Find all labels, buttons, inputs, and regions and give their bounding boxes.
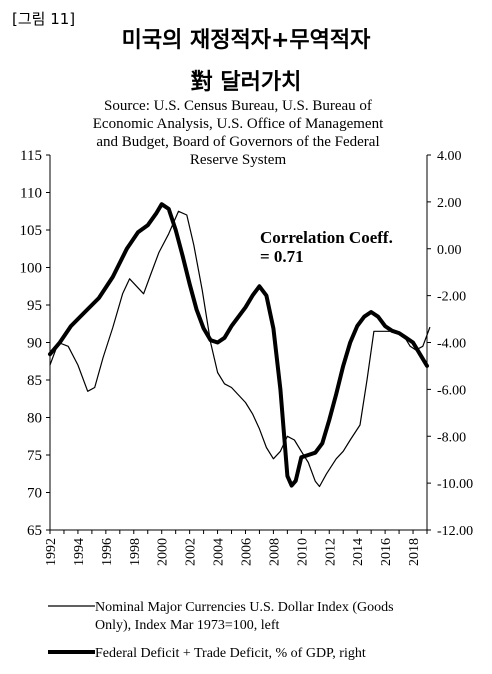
chart-subtitle: 對 달러가치 (190, 70, 302, 95)
right-tick-label: -6.00 (437, 383, 466, 398)
x-tick-label: 1992 (44, 538, 59, 566)
x-tick-label: 2014 (351, 538, 366, 566)
left-tick-label: 65 (27, 523, 42, 539)
figure-label: [그림 11] (12, 10, 76, 28)
left-tick-label: 85 (27, 373, 42, 389)
x-tick-label: 1998 (128, 538, 143, 566)
source-note: Source: U.S. Census Bureau, U.S. Bureau … (93, 98, 384, 168)
chart-title: 미국의 재정적자+무역적자 (121, 28, 371, 53)
left-tick-label: 100 (20, 261, 43, 277)
left-tick-label: 95 (27, 298, 42, 314)
axes: 65 70 75 80 85 90 95 100 105 110 115 -12.00 -10.00 -8… (20, 148, 474, 566)
right-tick-label: -2.00 (437, 290, 466, 305)
left-tick-label: 115 (20, 148, 42, 164)
right-tick-label: 0.00 (437, 243, 462, 258)
deficit-line (48, 202, 429, 488)
dollar-index-line (49, 210, 431, 488)
left-tick-label: 70 (27, 486, 42, 502)
legend-label-dollar-index: Nominal Major Currencies U.S. Dollar Ind… (95, 600, 394, 615)
source-line: and Budget, Board of Governors of the Fe… (96, 134, 379, 150)
right-tick-label: -4.00 (437, 337, 466, 352)
x-tick-label: 2010 (295, 538, 310, 566)
source-line: Economic Analysis, U.S. Office of Manage… (93, 116, 384, 132)
x-tick-label: 2006 (239, 538, 254, 566)
correlation-annotation: Correlation Coeff. (260, 228, 393, 247)
x-tick-label: 1996 (100, 538, 115, 566)
right-tick-label: -12.00 (437, 524, 473, 539)
correlation-annotation: = 0.71 (260, 247, 304, 266)
right-tick-label: -8.00 (437, 430, 466, 445)
right-tick-label: 4.00 (437, 149, 462, 164)
source-line: Reserve System (190, 152, 287, 168)
x-tick-label: 2008 (267, 538, 282, 566)
legend: Nominal Major Currencies U.S. Dollar Ind… (48, 600, 394, 661)
annotation: Correlation Coeff.= 0.71 (260, 228, 393, 266)
x-tick-label: 1994 (72, 538, 87, 566)
left-tick-label: 105 (20, 223, 43, 239)
x-tick-label: 2004 (212, 538, 227, 566)
x-tick-label: 2018 (407, 538, 422, 566)
x-tick-label: 2002 (184, 538, 199, 566)
x-tick-label: 2016 (379, 538, 394, 566)
left-tick-label: 80 (27, 411, 42, 427)
x-tick-label: 2012 (323, 538, 338, 566)
right-tick-label: 2.00 (437, 196, 462, 211)
left-tick-label: 110 (20, 186, 42, 202)
left-tick-label: 75 (27, 448, 42, 464)
series-group (48, 202, 431, 488)
x-tick-label: 2000 (156, 538, 171, 566)
legend-label-deficit: Federal Deficit + Trade Deficit, % of GD… (95, 646, 366, 661)
legend-label-dollar-index: Only), Index Mar 1973=100, left (95, 618, 280, 633)
source-line: Source: U.S. Census Bureau, U.S. Bureau … (104, 98, 372, 114)
right-tick-label: -10.00 (437, 477, 473, 492)
left-tick-label: 90 (27, 336, 42, 352)
